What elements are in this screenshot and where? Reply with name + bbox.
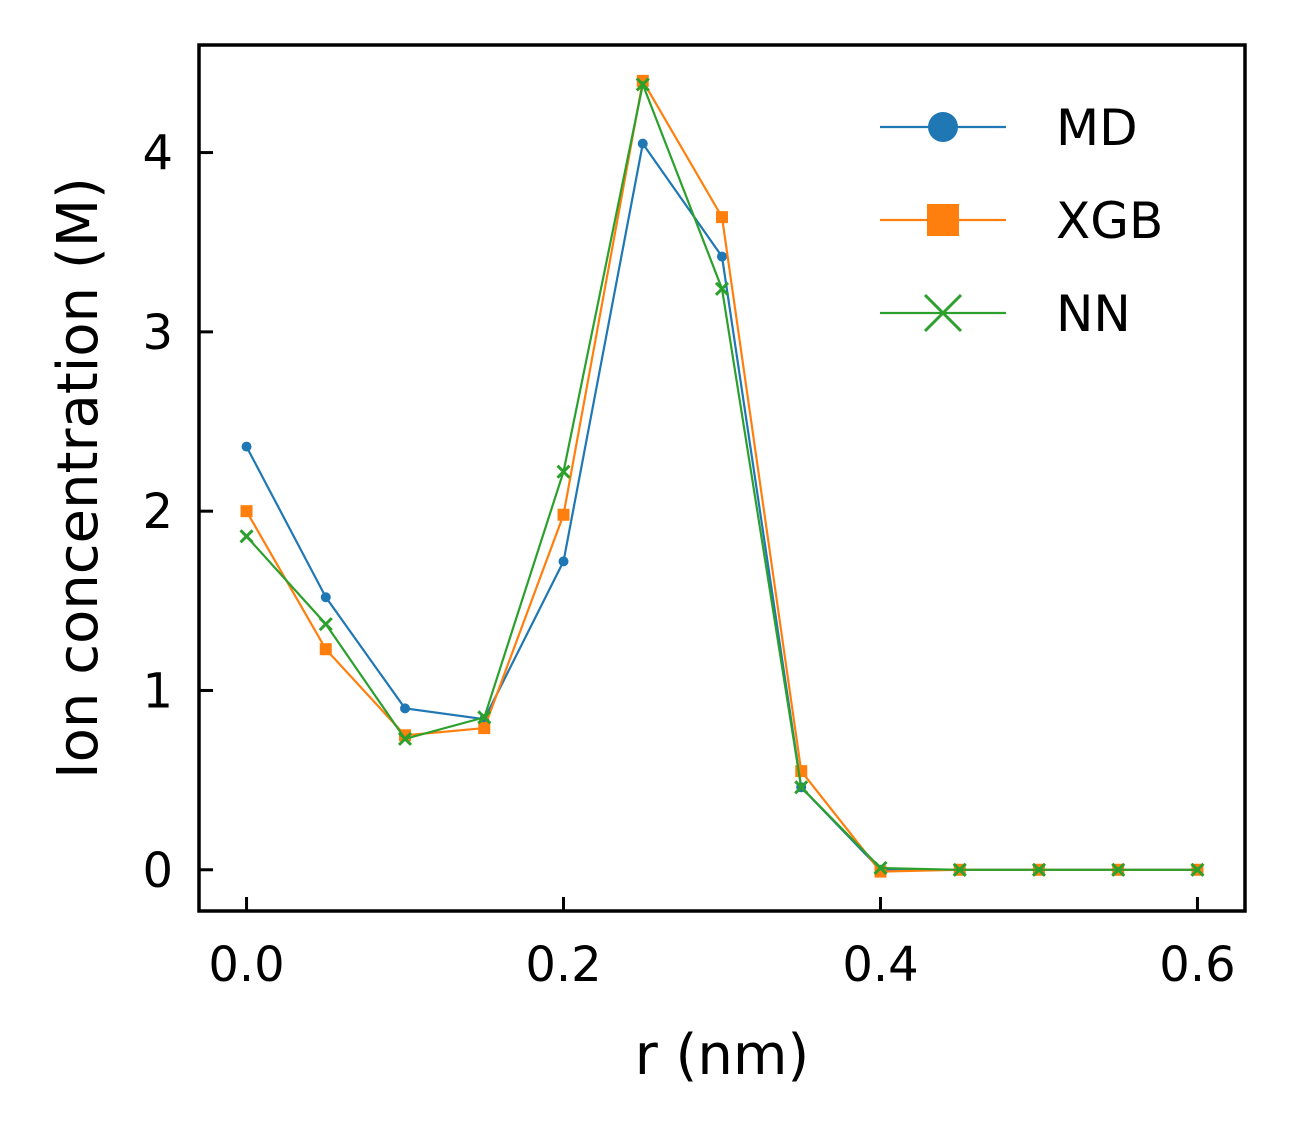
data-point-nn	[794, 780, 809, 795]
legend-label-md: MD	[1056, 99, 1138, 157]
data-point-nn	[318, 617, 333, 632]
data-point-md	[320, 592, 331, 603]
data-point-nn	[1031, 862, 1047, 877]
y-tick-label: 3	[142, 305, 173, 361]
y-tick-label: 1	[142, 663, 173, 719]
x-tick-label: 0.2	[525, 937, 601, 993]
legend-marker-xgb	[927, 204, 959, 236]
y-tick-label: 2	[142, 484, 173, 540]
data-point-nn	[1190, 862, 1205, 877]
data-point-nn	[952, 862, 967, 877]
data-point-md	[400, 703, 411, 714]
y-axis: 0 1 2 3 4	[142, 126, 213, 899]
data-point-nn	[873, 860, 888, 876]
x-tick-label: 0.6	[1159, 937, 1235, 993]
data-point-xgb	[716, 211, 728, 224]
data-point-md	[637, 138, 648, 149]
legend-item-nn: NN	[880, 285, 1131, 343]
legend-marker-md	[928, 112, 958, 142]
legend-item-xgb: XGB	[880, 192, 1163, 250]
data-point-nn	[1111, 862, 1126, 877]
data-point-xgb	[319, 643, 332, 656]
legend-marker-nn	[923, 293, 963, 333]
data-point-xgb	[557, 508, 570, 521]
data-point-nn	[556, 464, 571, 479]
x-axis: 0.0 0.2 0.4 0.6	[208, 897, 1236, 993]
data-point-nn	[397, 731, 413, 746]
data-point-nn	[635, 77, 650, 92]
series-nn	[239, 77, 1205, 877]
data-point-nn	[477, 710, 492, 725]
data-point-md	[558, 556, 569, 567]
legend: MD XGB NN	[880, 99, 1163, 343]
data-point-md	[717, 251, 727, 262]
legend-label-nn: NN	[1056, 285, 1131, 343]
y-tick-label: 4	[142, 126, 173, 182]
y-tick-label: 0	[142, 843, 173, 899]
data-point-xgb	[240, 505, 253, 518]
data-point-xgb	[478, 722, 491, 735]
data-point-nn	[239, 529, 254, 544]
data-point-nn	[714, 281, 730, 296]
plot-background	[199, 45, 1245, 911]
data-point-md	[241, 441, 252, 452]
data-point-xgb	[636, 74, 649, 87]
legend-item-md: MD	[880, 99, 1138, 157]
x-tick-label: 0.4	[842, 937, 918, 993]
legend-label-xgb: XGB	[1056, 192, 1163, 250]
y-axis-label: Ion concentration (M)	[46, 177, 111, 779]
x-tick-label: 0.0	[208, 937, 284, 993]
series-layer	[239, 74, 1205, 878]
x-axis-label: r (nm)	[635, 1023, 810, 1088]
plot-frame	[197, 43, 1247, 913]
